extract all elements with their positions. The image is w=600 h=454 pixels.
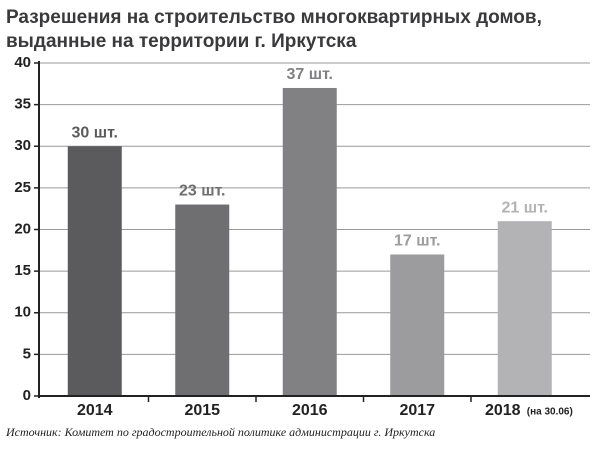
y-tick-label: 30: [14, 137, 31, 154]
value-label: 17 шт.: [394, 233, 440, 250]
value-label: 30 шт.: [72, 124, 118, 141]
source: Источник: Комитет по градостроительной п…: [5, 425, 435, 439]
chart-title: выданные на территории г. Иркутска: [6, 31, 357, 52]
y-tick-label: 10: [14, 304, 31, 321]
x-tick-label: 2016: [292, 402, 328, 419]
x-tick-label: 2014: [77, 402, 113, 419]
bar: [497, 221, 552, 396]
value-label: 37 шт.: [287, 66, 333, 83]
y-tick-label: 15: [14, 262, 31, 279]
value-label: 21 шт.: [502, 199, 548, 216]
value-label: 23 шт.: [179, 183, 225, 200]
y-tick-label: 25: [14, 179, 31, 196]
bar: [67, 146, 122, 396]
x-tick-label: 2015: [184, 402, 220, 419]
x-tick-label: 2018: [485, 402, 521, 419]
y-tick-label: 0: [23, 387, 31, 404]
bar: [282, 87, 337, 396]
chart-title: Разрешения на строительство многоквартир…: [6, 7, 542, 28]
x-tick-label: 2017: [399, 402, 435, 419]
category-note: (на 30.06): [527, 407, 573, 418]
bar: [390, 254, 445, 396]
y-tick-label: 5: [23, 345, 31, 362]
y-tick-label: 20: [14, 220, 31, 237]
y-tick-label: 35: [14, 96, 31, 113]
bar: [175, 204, 230, 396]
y-tick-label: 40: [14, 54, 31, 71]
